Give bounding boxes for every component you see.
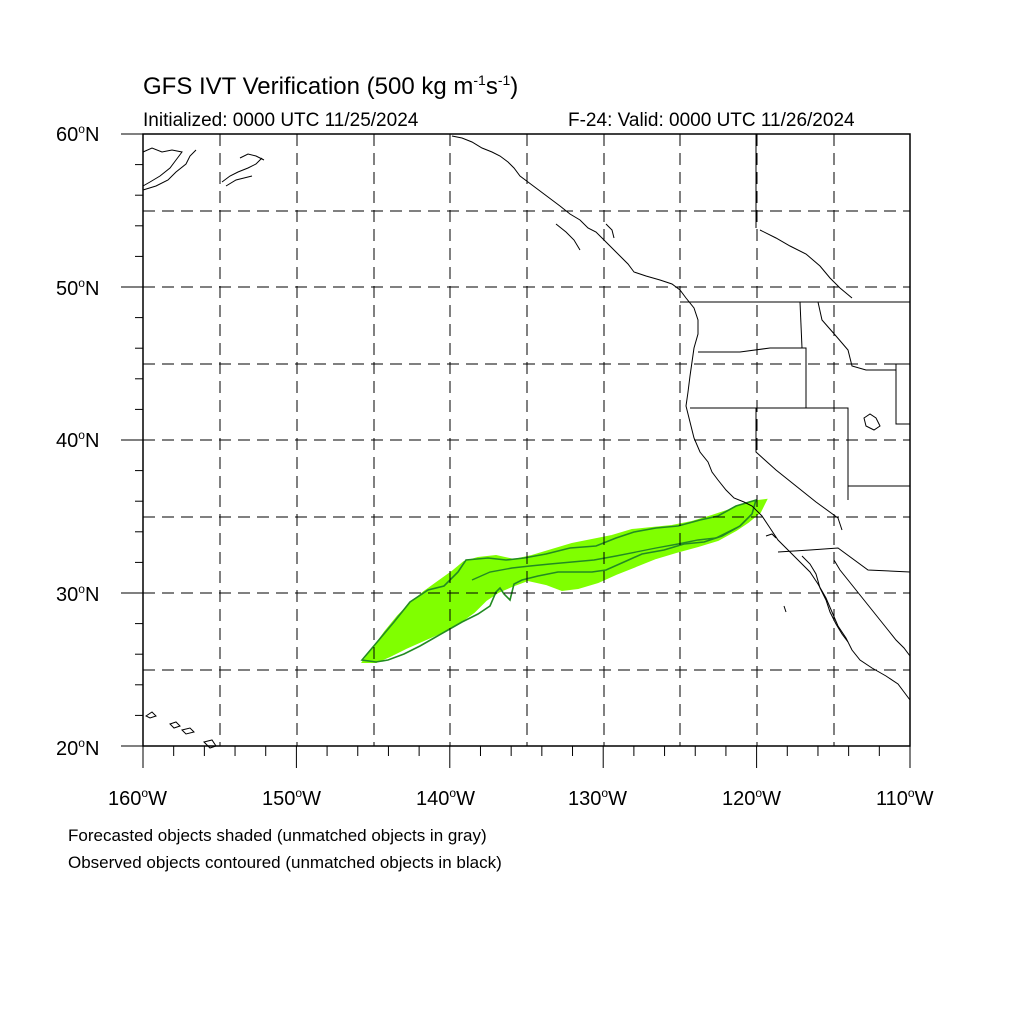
forecast-ivt-object [361,498,768,663]
lon-label-140w: 140oW [416,786,475,810]
lon-label-120w: 120oW [722,786,781,810]
lat-label-40n: 40oN [56,428,100,452]
lat-label-50n: 50oN [56,276,100,300]
caption-forecast: Forecasted objects shaded (unmatched obj… [68,826,487,845]
coastlines [142,134,911,749]
observed-ivt-inner-contour [471,527,737,581]
lon-label-150w: 150oW [262,786,321,810]
graticule [143,134,910,746]
lon-label-110w: 110oW [876,786,934,810]
lat-label-30n: 30oN [56,582,100,606]
lat-label-20n: 20oN [56,736,100,760]
observed-ivt-contour [360,498,758,663]
lon-label-160w: 160oW [108,786,167,810]
caption-observed: Observed objects contoured (unmatched ob… [68,853,502,872]
lat-label-60n: 60oN [56,122,100,146]
lon-label-130w: 130oW [568,786,627,810]
map-title: GFS IVT Verification (500 kg m-1s-1) [143,72,519,100]
axis-ticks [121,133,911,768]
valid-time: F-24: Valid: 0000 UTC 11/26/2024 [568,110,855,131]
initialized-time: Initialized: 0000 UTC 11/25/2024 [143,110,419,131]
